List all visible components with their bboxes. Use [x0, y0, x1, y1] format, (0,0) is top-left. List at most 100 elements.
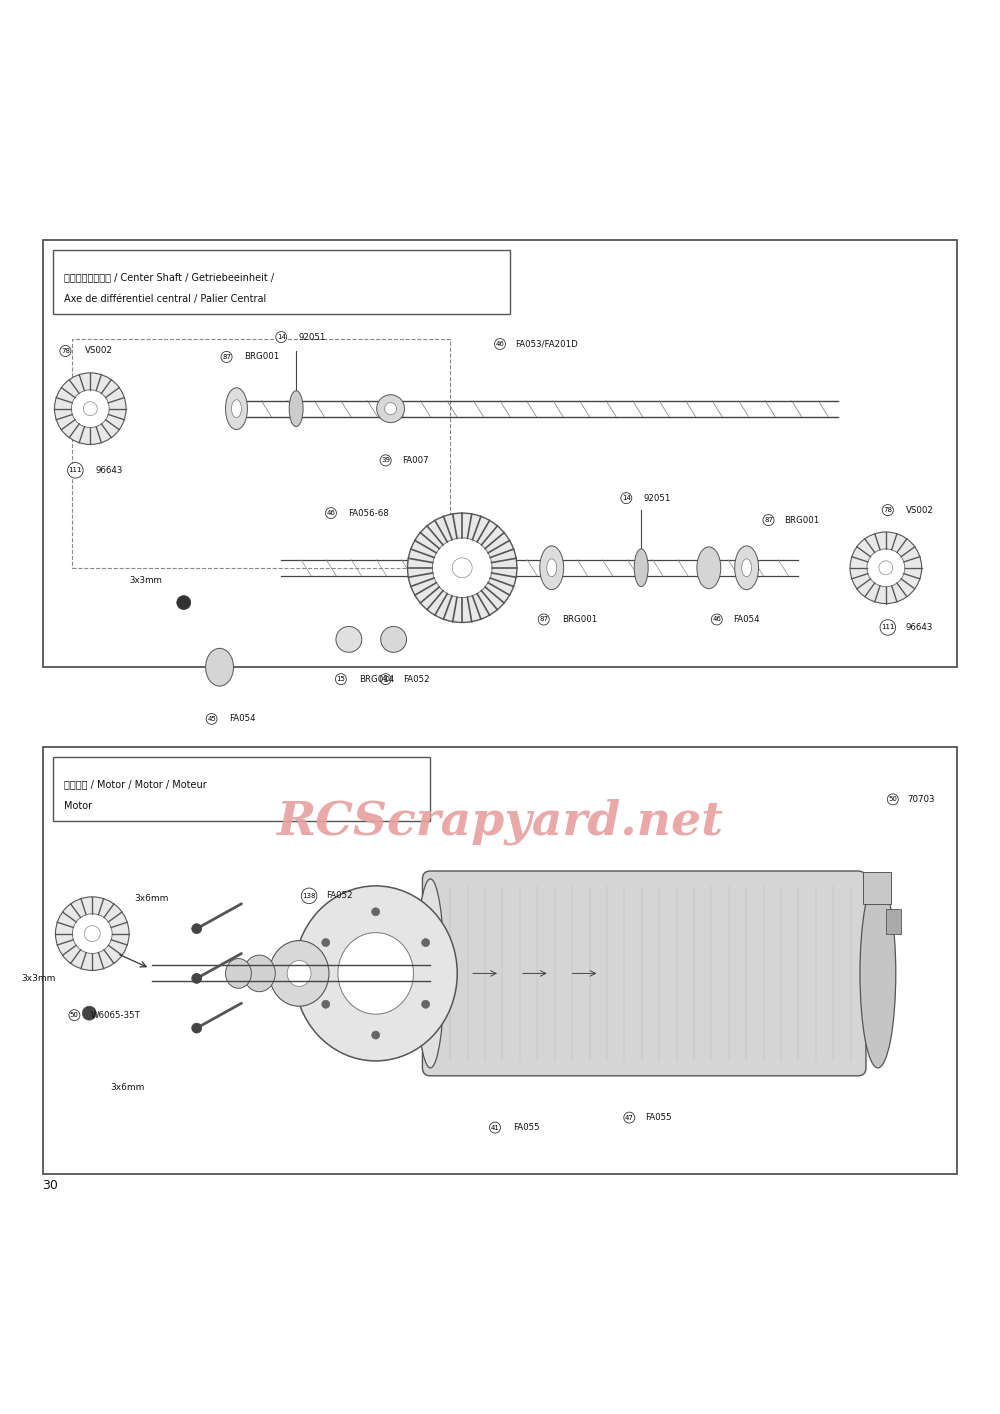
Text: 40: 40: [381, 676, 390, 682]
Ellipse shape: [294, 887, 457, 1060]
Circle shape: [177, 595, 191, 609]
Ellipse shape: [452, 559, 472, 578]
Text: FA056-68: FA056-68: [348, 509, 389, 518]
Text: 96643: 96643: [95, 465, 123, 475]
Text: 92051: 92051: [298, 332, 326, 342]
Text: 15: 15: [336, 676, 345, 682]
Ellipse shape: [289, 390, 303, 427]
Text: 92051: 92051: [643, 493, 671, 502]
Ellipse shape: [867, 549, 905, 587]
Bar: [43, 747, 957, 1175]
Ellipse shape: [83, 402, 97, 416]
Text: FA055: FA055: [513, 1123, 540, 1133]
Text: 111: 111: [881, 625, 895, 631]
Bar: [72, 339, 450, 568]
Text: 3x3mm: 3x3mm: [22, 974, 56, 983]
Text: 45: 45: [207, 715, 216, 723]
Text: 138: 138: [302, 892, 316, 899]
Circle shape: [372, 1031, 380, 1039]
Circle shape: [192, 973, 202, 983]
Circle shape: [322, 1000, 330, 1008]
Ellipse shape: [269, 940, 329, 1007]
Text: 14: 14: [277, 334, 286, 339]
Ellipse shape: [697, 547, 721, 588]
Circle shape: [422, 939, 430, 946]
Text: FA054: FA054: [733, 615, 759, 624]
Text: 47: 47: [625, 1114, 634, 1121]
Circle shape: [192, 1024, 202, 1034]
Ellipse shape: [71, 390, 109, 427]
Text: 3x3mm: 3x3mm: [129, 577, 162, 585]
Circle shape: [322, 939, 330, 946]
Ellipse shape: [84, 926, 100, 942]
Ellipse shape: [879, 561, 893, 574]
Bar: [863, 872, 891, 904]
Text: センターシャフト / Center Shaft / Getriebeeinheit /: センターシャフト / Center Shaft / Getriebeeinhei…: [64, 273, 275, 283]
Text: BRG001: BRG001: [244, 352, 280, 362]
Ellipse shape: [860, 880, 896, 1068]
Ellipse shape: [72, 913, 112, 953]
Text: 46: 46: [496, 341, 504, 346]
Text: 46: 46: [712, 617, 721, 622]
Ellipse shape: [547, 559, 557, 577]
Text: FA054: FA054: [230, 714, 256, 724]
Text: BRG001: BRG001: [784, 516, 820, 525]
Text: モーター / Motor / Motor / Moteur: モーター / Motor / Motor / Moteur: [64, 779, 207, 789]
Ellipse shape: [231, 400, 241, 417]
Text: FA055: FA055: [645, 1113, 672, 1123]
Text: BRG014: BRG014: [359, 674, 394, 683]
Ellipse shape: [432, 537, 492, 598]
Bar: [53, 756, 430, 822]
Text: 39: 39: [381, 457, 390, 464]
Text: 46: 46: [327, 510, 335, 516]
Ellipse shape: [416, 880, 444, 1068]
Ellipse shape: [634, 549, 648, 587]
Text: W6065-35T: W6065-35T: [90, 1011, 140, 1019]
Text: 70703: 70703: [908, 795, 935, 805]
Circle shape: [82, 1007, 96, 1019]
Text: VS002: VS002: [906, 506, 934, 515]
Text: Axe de différentiel central / Palier Central: Axe de différentiel central / Palier Cen…: [64, 294, 267, 304]
Text: 3x6mm: 3x6mm: [134, 894, 168, 904]
Ellipse shape: [226, 387, 247, 430]
Text: BRG001: BRG001: [562, 615, 597, 624]
Ellipse shape: [54, 373, 126, 444]
Text: 87: 87: [222, 354, 231, 361]
Ellipse shape: [377, 395, 405, 423]
Text: FA053/FA201D: FA053/FA201D: [515, 339, 578, 348]
Ellipse shape: [243, 954, 275, 991]
Circle shape: [192, 923, 202, 933]
FancyBboxPatch shape: [422, 871, 866, 1076]
Ellipse shape: [850, 532, 922, 604]
Text: FA052: FA052: [404, 674, 430, 683]
Text: FA052: FA052: [326, 891, 353, 901]
Circle shape: [372, 908, 380, 916]
Ellipse shape: [287, 960, 311, 987]
Ellipse shape: [206, 649, 233, 686]
Text: 87: 87: [539, 617, 548, 622]
Text: Motor: Motor: [64, 802, 93, 812]
Ellipse shape: [336, 626, 362, 652]
Bar: [43, 239, 957, 667]
Text: 50: 50: [888, 796, 897, 802]
Ellipse shape: [408, 513, 517, 622]
Ellipse shape: [381, 626, 407, 652]
Text: 14: 14: [622, 495, 631, 501]
Text: RCScrapyard.net: RCScrapyard.net: [276, 797, 724, 844]
Ellipse shape: [540, 546, 564, 590]
Text: FA007: FA007: [403, 455, 429, 465]
Bar: [53, 249, 510, 314]
Ellipse shape: [338, 933, 413, 1014]
Text: 78: 78: [61, 348, 70, 354]
Text: 30: 30: [43, 1179, 58, 1192]
Text: VS002: VS002: [85, 346, 113, 355]
Text: 96643: 96643: [906, 624, 933, 632]
Bar: [886, 909, 901, 933]
Ellipse shape: [226, 959, 251, 988]
Text: 87: 87: [764, 518, 773, 523]
Text: 41: 41: [491, 1124, 499, 1131]
Text: 78: 78: [883, 508, 892, 513]
Text: 50: 50: [70, 1012, 79, 1018]
Ellipse shape: [742, 559, 752, 577]
Ellipse shape: [385, 403, 397, 414]
